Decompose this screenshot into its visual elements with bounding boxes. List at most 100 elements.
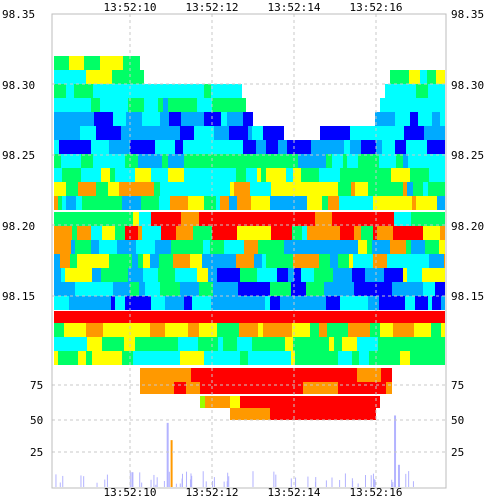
heat-cell	[339, 240, 358, 254]
heat-cell	[392, 282, 407, 296]
heat-cell	[418, 112, 432, 126]
x-tick-top: 13:52:12	[186, 1, 239, 14]
heat-cell	[296, 311, 301, 323]
heat-cell	[230, 182, 234, 196]
heat-cell	[75, 282, 95, 296]
heat-cell	[102, 337, 120, 351]
heat-cell	[115, 296, 125, 310]
heat-cell	[62, 196, 66, 210]
heat-cell	[58, 351, 78, 365]
heat-cell	[84, 56, 100, 70]
heat-cell	[180, 282, 189, 296]
volume-bar	[412, 481, 414, 487]
heat-cell	[215, 212, 227, 226]
heat-cell	[80, 212, 88, 226]
volume-heat-cell	[218, 382, 235, 394]
heat-cell	[101, 268, 107, 282]
heat-cell	[344, 282, 354, 296]
heat-cell	[176, 182, 188, 196]
heat-cell	[440, 112, 445, 126]
heat-cell	[301, 296, 308, 310]
volume-heat-cell	[375, 396, 380, 408]
heat-cell	[58, 98, 73, 112]
heat-cell	[235, 296, 252, 310]
volume-heat-cell	[297, 396, 303, 408]
heat-cell	[159, 196, 170, 210]
heat-cell	[188, 323, 199, 337]
heat-cell	[187, 240, 203, 254]
heat-cell	[322, 226, 332, 240]
heat-cell	[88, 212, 102, 226]
heat-cell	[227, 212, 248, 226]
heat-cell	[151, 212, 160, 226]
heat-cell	[66, 84, 74, 98]
heat-cell	[139, 212, 151, 226]
heat-cell	[207, 182, 212, 196]
volume-heat-cell	[186, 382, 200, 394]
heat-cell	[143, 323, 150, 337]
heat-cell	[298, 240, 311, 254]
heat-cell	[219, 154, 237, 168]
heat-cell	[54, 84, 66, 98]
volume-bar	[166, 422, 169, 487]
heat-cell	[340, 168, 345, 182]
heat-cell	[107, 56, 123, 70]
heat-cell	[311, 240, 331, 254]
heat-cell	[287, 140, 307, 154]
heat-cell	[248, 351, 258, 365]
heat-cell	[436, 70, 445, 84]
x-tick-bottom: 13:52:10	[104, 486, 157, 499]
heat-cell	[94, 112, 104, 126]
heat-cell	[165, 296, 184, 310]
volume-heat-cell	[245, 408, 251, 420]
heat-cell	[202, 140, 218, 154]
volume-bar	[186, 471, 188, 487]
heat-cell	[406, 240, 411, 254]
heat-cell	[436, 323, 441, 337]
heat-cell	[380, 98, 399, 112]
volume-bar	[252, 471, 254, 487]
heat-cell	[372, 168, 387, 182]
heat-cell	[280, 296, 301, 310]
heat-cell	[271, 182, 282, 196]
volume-heat-cell	[338, 382, 347, 394]
heat-cell	[132, 254, 138, 268]
heat-cell	[115, 226, 125, 240]
volume-heat-cell	[347, 382, 356, 394]
heat-cell	[444, 254, 445, 268]
heat-cell	[86, 168, 94, 182]
heat-cell	[154, 254, 159, 268]
heat-cell	[81, 168, 86, 182]
heat-cell	[122, 196, 141, 210]
volume-heat-cell	[386, 382, 392, 394]
heat-cell	[343, 154, 347, 168]
volume-bar	[227, 472, 229, 487]
volume-heat-cell	[346, 408, 367, 420]
heat-cell	[422, 268, 430, 282]
heat-cell	[243, 182, 250, 196]
heat-cell	[403, 268, 407, 282]
heat-cell	[403, 311, 414, 323]
volume-heat-cell	[345, 368, 357, 382]
heat-cell	[293, 337, 297, 351]
heat-cell	[179, 323, 188, 337]
heat-cell	[315, 212, 332, 226]
heat-cell	[176, 351, 180, 365]
heat-cell	[306, 282, 324, 296]
volume-heat-cell	[155, 382, 166, 394]
heat-cell	[139, 282, 145, 296]
heat-cell	[335, 323, 348, 337]
heat-cell	[422, 337, 439, 351]
heat-cell	[155, 240, 171, 254]
volume-bar	[397, 464, 400, 487]
heat-cell	[390, 70, 409, 84]
heat-cell	[104, 112, 113, 126]
heat-cell	[387, 254, 398, 268]
heat-cell	[54, 311, 72, 323]
heat-cell	[342, 337, 357, 351]
heat-cell	[185, 84, 191, 98]
heat-cell	[86, 351, 92, 365]
heat-cell	[251, 196, 270, 210]
heat-cell	[225, 140, 243, 154]
heat-cell	[410, 112, 418, 126]
